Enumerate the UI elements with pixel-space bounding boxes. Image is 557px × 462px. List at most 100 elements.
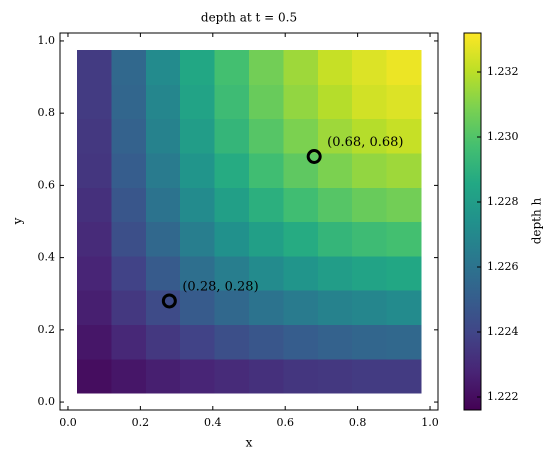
colorbar-tick-label: 1.232 bbox=[487, 65, 519, 78]
heat-cell bbox=[214, 255, 250, 291]
x-tick-label: 0.0 bbox=[59, 416, 77, 429]
heat-cell bbox=[352, 187, 388, 223]
heat-cell bbox=[352, 118, 388, 154]
heat-cell bbox=[386, 324, 422, 360]
heat-cell bbox=[77, 152, 113, 188]
heat-cell bbox=[386, 290, 422, 326]
heat-cell bbox=[180, 255, 216, 291]
x-tick-label: 0.8 bbox=[349, 416, 367, 429]
probe-label: (0.28, 0.28) bbox=[182, 279, 258, 294]
heat-cell bbox=[352, 84, 388, 120]
heat-cell bbox=[249, 290, 284, 326]
heat-cell bbox=[386, 358, 422, 394]
y-tick-label: 0.8 bbox=[38, 106, 56, 119]
heat-cell bbox=[145, 49, 181, 85]
heat-cell bbox=[386, 255, 422, 291]
heat-cell bbox=[317, 221, 353, 257]
heat-cell bbox=[249, 49, 284, 85]
heat-cell bbox=[317, 152, 353, 188]
heat-cell bbox=[283, 84, 319, 120]
plot-frame bbox=[59, 32, 439, 411]
heat-cell bbox=[283, 49, 319, 85]
colorbar bbox=[463, 32, 482, 411]
heat-cell bbox=[283, 290, 319, 326]
heat-cell bbox=[352, 255, 388, 291]
probe-marker bbox=[306, 149, 322, 164]
heat-cell bbox=[145, 324, 181, 360]
heat-cell bbox=[77, 290, 113, 326]
heat-cell bbox=[145, 255, 181, 291]
heat-cell bbox=[249, 84, 284, 120]
heat-cell bbox=[249, 221, 284, 257]
x-tick-label: 0.4 bbox=[204, 416, 222, 429]
heat-cell bbox=[111, 49, 147, 85]
chart-title: depth at t = 0.5 bbox=[201, 11, 297, 25]
colorbar-tick-label: 1.226 bbox=[487, 260, 519, 273]
heat-cell bbox=[352, 221, 388, 257]
heat-cell bbox=[214, 324, 250, 360]
heat-cell bbox=[283, 152, 319, 188]
heat-cell bbox=[180, 358, 216, 394]
colorbar-tick-label: 1.222 bbox=[487, 390, 519, 403]
heat-cell bbox=[386, 118, 422, 154]
x-tick-label: 1.0 bbox=[421, 416, 439, 429]
heat-cell bbox=[317, 290, 353, 326]
heat-cell bbox=[214, 221, 250, 257]
heat-cell bbox=[180, 324, 216, 360]
heat-cell bbox=[386, 152, 422, 188]
heat-cell bbox=[111, 84, 147, 120]
heat-cell bbox=[77, 255, 113, 291]
heat-cell bbox=[77, 221, 113, 257]
heat-cell bbox=[180, 221, 216, 257]
heat-cell bbox=[145, 358, 181, 394]
heat-cell bbox=[77, 324, 113, 360]
probe-label: (0.68, 0.68) bbox=[327, 135, 403, 150]
heat-cell bbox=[214, 49, 250, 85]
heat-cell bbox=[317, 49, 353, 85]
heat-cell bbox=[145, 152, 181, 188]
heat-cell bbox=[77, 49, 113, 85]
heat-cell bbox=[77, 118, 113, 154]
heat-cell bbox=[180, 49, 216, 85]
heat-cell bbox=[283, 358, 319, 394]
heat-cell bbox=[111, 221, 147, 257]
heat-cell bbox=[283, 221, 319, 257]
heat-cell bbox=[111, 255, 147, 291]
heat-cell bbox=[352, 290, 388, 326]
heat-cell bbox=[283, 255, 319, 291]
y-tick-label: 0.0 bbox=[38, 395, 56, 408]
heat-cell bbox=[317, 84, 353, 120]
heat-cell bbox=[111, 358, 147, 394]
y-axis-label: y bbox=[11, 217, 25, 225]
heat-cell bbox=[317, 358, 353, 394]
heat-cell bbox=[317, 118, 353, 154]
heat-cell bbox=[249, 118, 284, 154]
heat-cell bbox=[386, 84, 422, 120]
y-tick-label: 0.6 bbox=[38, 178, 56, 191]
heat-cell bbox=[386, 187, 422, 223]
colorbar-tick-label: 1.230 bbox=[487, 130, 519, 143]
y-tick-label: 0.4 bbox=[38, 251, 56, 264]
heat-cell bbox=[77, 358, 113, 394]
heat-cell bbox=[145, 118, 181, 154]
x-tick-label: 0.6 bbox=[276, 416, 294, 429]
heat-cell bbox=[214, 118, 250, 154]
heat-cell bbox=[111, 290, 147, 326]
heat-cell bbox=[352, 49, 388, 85]
heat-cell bbox=[111, 187, 147, 223]
heat-cell bbox=[283, 118, 319, 154]
heat-cell bbox=[180, 290, 216, 326]
heat-cell bbox=[214, 290, 250, 326]
heat-cell bbox=[180, 187, 216, 223]
heat-cell bbox=[283, 187, 319, 223]
heat-cell bbox=[317, 187, 353, 223]
y-tick-label: 1.0 bbox=[38, 34, 56, 47]
heat-cell bbox=[249, 358, 284, 394]
heat-cell bbox=[145, 187, 181, 223]
heat-cell bbox=[352, 358, 388, 394]
heat-cell bbox=[180, 152, 216, 188]
probe-marker bbox=[161, 293, 177, 309]
heat-cell bbox=[249, 324, 284, 360]
